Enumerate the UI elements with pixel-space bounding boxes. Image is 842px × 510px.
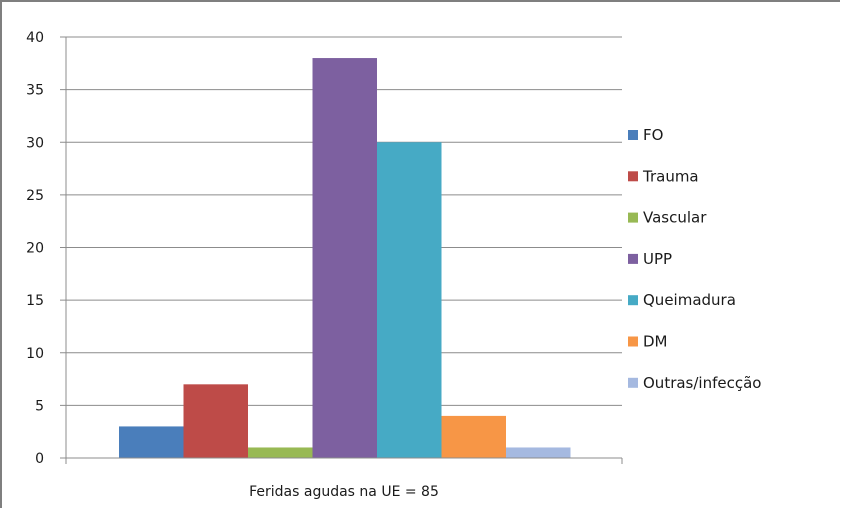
legend-swatch-trauma [628,171,638,182]
y-axis-ticks: 0 5 10 15 20 25 30 35 40 [26,30,66,467]
y-tick-label: 25 [26,188,44,204]
y-tick-label: 0 [35,451,44,467]
bar-dm [441,415,506,458]
y-tick-label: 15 [26,293,44,309]
legend-label-vascular: Vascular [643,209,707,227]
legend-label-dm: DM [643,333,668,351]
legend-label-upp: UPP [643,250,672,268]
bar-fo [119,426,184,458]
y-tick-label: 35 [26,83,44,99]
y-tick-label: 40 [26,30,44,46]
legend-label-queimadura: Queimadura [643,291,736,309]
bar-upp [312,58,377,459]
y-tick-label: 20 [26,241,44,257]
legend-swatch-dm [628,336,638,347]
bar-outras-infec-o [506,447,571,458]
legend-swatch-queimadura [628,295,638,306]
bar-queimadura [377,142,442,458]
bar-vascular [248,447,313,458]
legend-label-trauma: Trauma [642,167,699,185]
legend-swatch-upp [628,253,638,264]
y-tick-label: 10 [26,346,44,362]
legend-swatch-fo [628,130,638,140]
axes [65,37,623,464]
bars [119,58,571,459]
bar-trauma [183,384,248,458]
y-tick-label: 5 [35,398,44,414]
x-category-label: Feridas agudas na UE = 85 [249,484,439,500]
legend-label-outras-infec-o: Outras/infecção [643,374,761,392]
y-tick-label: 30 [26,135,44,151]
legend-label-fo: FO [643,126,663,144]
legend-swatch-vascular [628,212,638,223]
legend-swatch-outras-infec-o [628,377,638,388]
legend: FO Trauma Vascular UPP Queimadura DM Outras/in… [628,126,761,392]
